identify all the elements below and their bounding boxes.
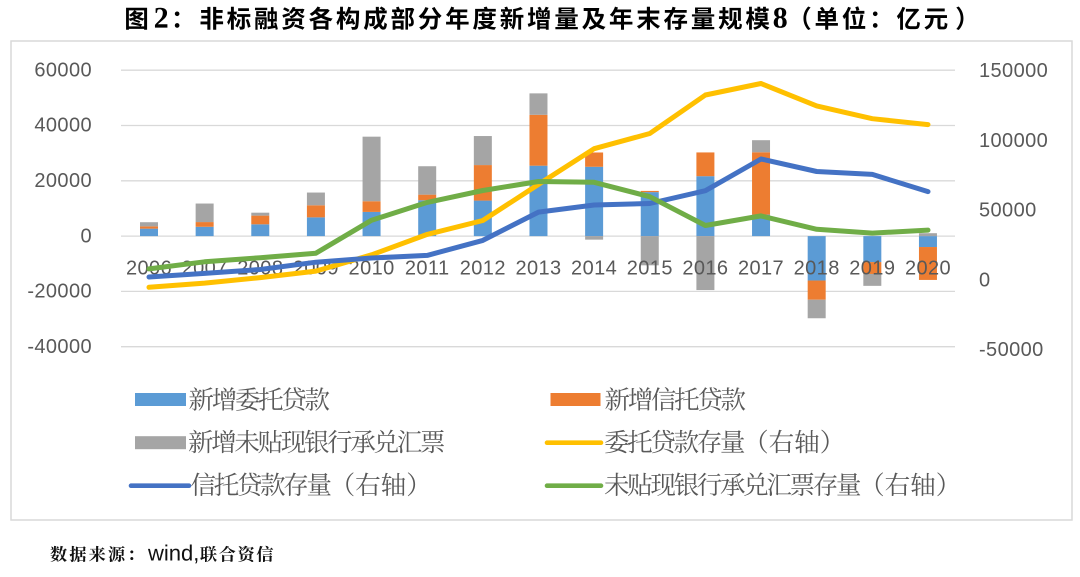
svg-text:2012: 2012 — [460, 258, 506, 280]
svg-text:2020: 2020 — [905, 258, 951, 280]
svg-text:2015: 2015 — [627, 258, 673, 280]
svg-text:60000: 60000 — [34, 59, 92, 81]
svg-text:2013: 2013 — [515, 258, 561, 280]
svg-text:2011: 2011 — [405, 258, 450, 280]
svg-text:0: 0 — [979, 269, 991, 291]
svg-text:150000: 150000 — [979, 60, 1048, 82]
svg-text:2010: 2010 — [349, 258, 395, 280]
svg-text:50000: 50000 — [979, 200, 1037, 222]
svg-text:-20000: -20000 — [27, 281, 92, 303]
svg-text:-40000: -40000 — [27, 336, 92, 358]
svg-text:2016: 2016 — [682, 258, 728, 280]
svg-text:20000: 20000 — [34, 170, 92, 192]
svg-text:-50000: -50000 — [979, 339, 1044, 361]
svg-text:2018: 2018 — [794, 258, 840, 280]
svg-text:2019: 2019 — [849, 258, 895, 280]
svg-text:2017: 2017 — [738, 258, 784, 280]
svg-text:0: 0 — [80, 225, 92, 247]
svg-text:2014: 2014 — [571, 258, 617, 280]
svg-text:40000: 40000 — [34, 115, 92, 137]
svg-text:100000: 100000 — [979, 130, 1048, 152]
